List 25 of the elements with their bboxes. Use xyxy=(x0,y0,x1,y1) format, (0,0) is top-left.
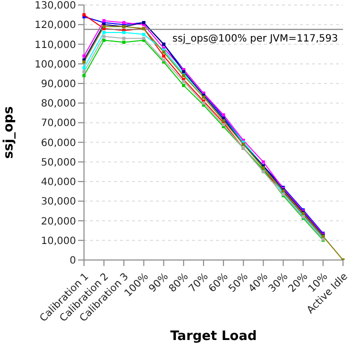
y-tick-label: 80,000 xyxy=(41,98,76,110)
point xyxy=(162,54,166,58)
point xyxy=(102,38,106,42)
y-tick-label: 70,000 xyxy=(41,118,76,130)
point xyxy=(122,36,126,40)
y-tick-label: 100,000 xyxy=(34,59,76,70)
y-tick-label: 50,000 xyxy=(41,157,76,168)
y-tick-label: 60,000 xyxy=(41,138,76,149)
point xyxy=(262,160,265,164)
y-tick-label: 30,000 xyxy=(41,196,76,208)
y-tick-label: 110,000 xyxy=(34,40,76,51)
y-tick-label: 90,000 xyxy=(41,79,76,90)
y-axis-title: ssj_ops xyxy=(2,106,17,159)
y-tick-label: 10,000 xyxy=(41,236,76,247)
ref-line-label: ssj_ops@100% per JVM=117,593 xyxy=(172,33,338,44)
point xyxy=(82,66,86,70)
point xyxy=(122,40,126,44)
y-tick-label: 130,000 xyxy=(34,0,76,12)
y-tick-label: 0 xyxy=(70,256,76,267)
y-tick-label: 20,000 xyxy=(41,216,76,228)
y-tick-label: 120,000 xyxy=(34,20,76,32)
point xyxy=(82,70,86,74)
y-tick-label: 40,000 xyxy=(41,177,76,188)
point xyxy=(142,32,146,36)
x-axis-title: Target Load xyxy=(170,329,257,344)
